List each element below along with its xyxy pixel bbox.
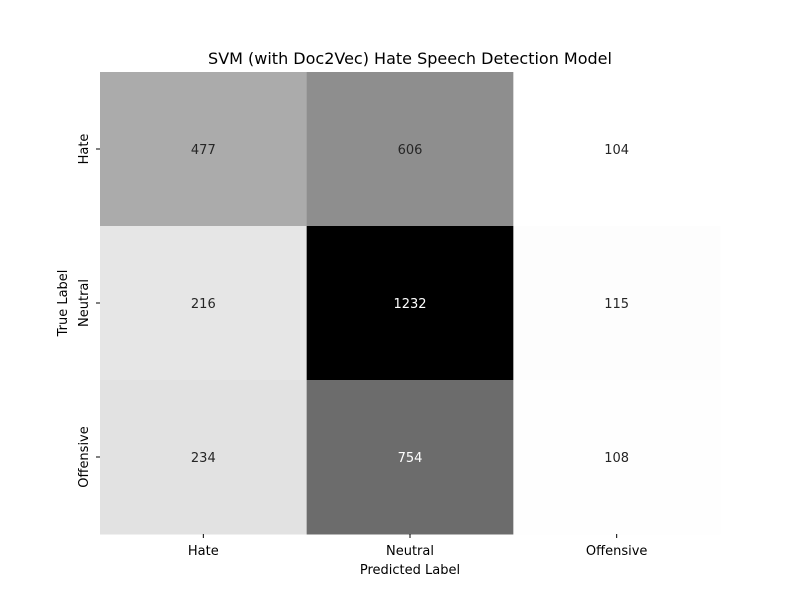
y-tick-label-1: Neutral [77, 279, 92, 327]
heatmap-cell-2-1 [306, 380, 514, 535]
y-axis-ticks: Hate Neutral Offensive [77, 134, 100, 488]
heatmap-cell-2-0 [100, 380, 308, 535]
cell-value-label-0-2: 104 [604, 143, 629, 158]
cell-value-label-2-1: 754 [398, 451, 423, 466]
chart-title: SVM (with Doc2Vec) Hate Speech Detection… [208, 49, 612, 68]
heatmap-cells: 477 606 104 216 1232 115 234 754 108 [100, 72, 721, 535]
cell-value-label-1-1: 1232 [393, 297, 426, 312]
heatmap-cell-0-2 [513, 72, 721, 227]
heatmap-cell-1-1 [306, 226, 514, 381]
heatmap-cell-1-0 [100, 226, 308, 381]
x-axis-label: Predicted Label [360, 563, 460, 578]
heatmap-cell-1-2 [513, 226, 721, 381]
y-axis-label: True Label [56, 270, 71, 338]
x-axis-ticks: Hate Neutral Offensive [188, 534, 648, 559]
cell-value-label-0-1: 606 [398, 143, 423, 158]
x-tick-label-1: Neutral [386, 544, 434, 559]
x-tick-label-2: Offensive [586, 544, 648, 559]
x-tick-label-0: Hate [188, 544, 219, 559]
heatmap-cell-0-1 [306, 72, 514, 227]
heatmap-cell-0-0 [100, 72, 308, 227]
cell-value-label-1-2: 115 [604, 297, 629, 312]
y-tick-label-0: Hate [77, 134, 92, 165]
heatmap-cell-2-2 [513, 380, 721, 535]
cell-value-label-2-0: 234 [191, 451, 216, 466]
cell-value-label-1-0: 216 [191, 297, 216, 312]
cell-value-label-0-0: 477 [191, 143, 216, 158]
y-tick-label-2: Offensive [77, 426, 92, 488]
cell-value-label-2-2: 108 [604, 451, 629, 466]
